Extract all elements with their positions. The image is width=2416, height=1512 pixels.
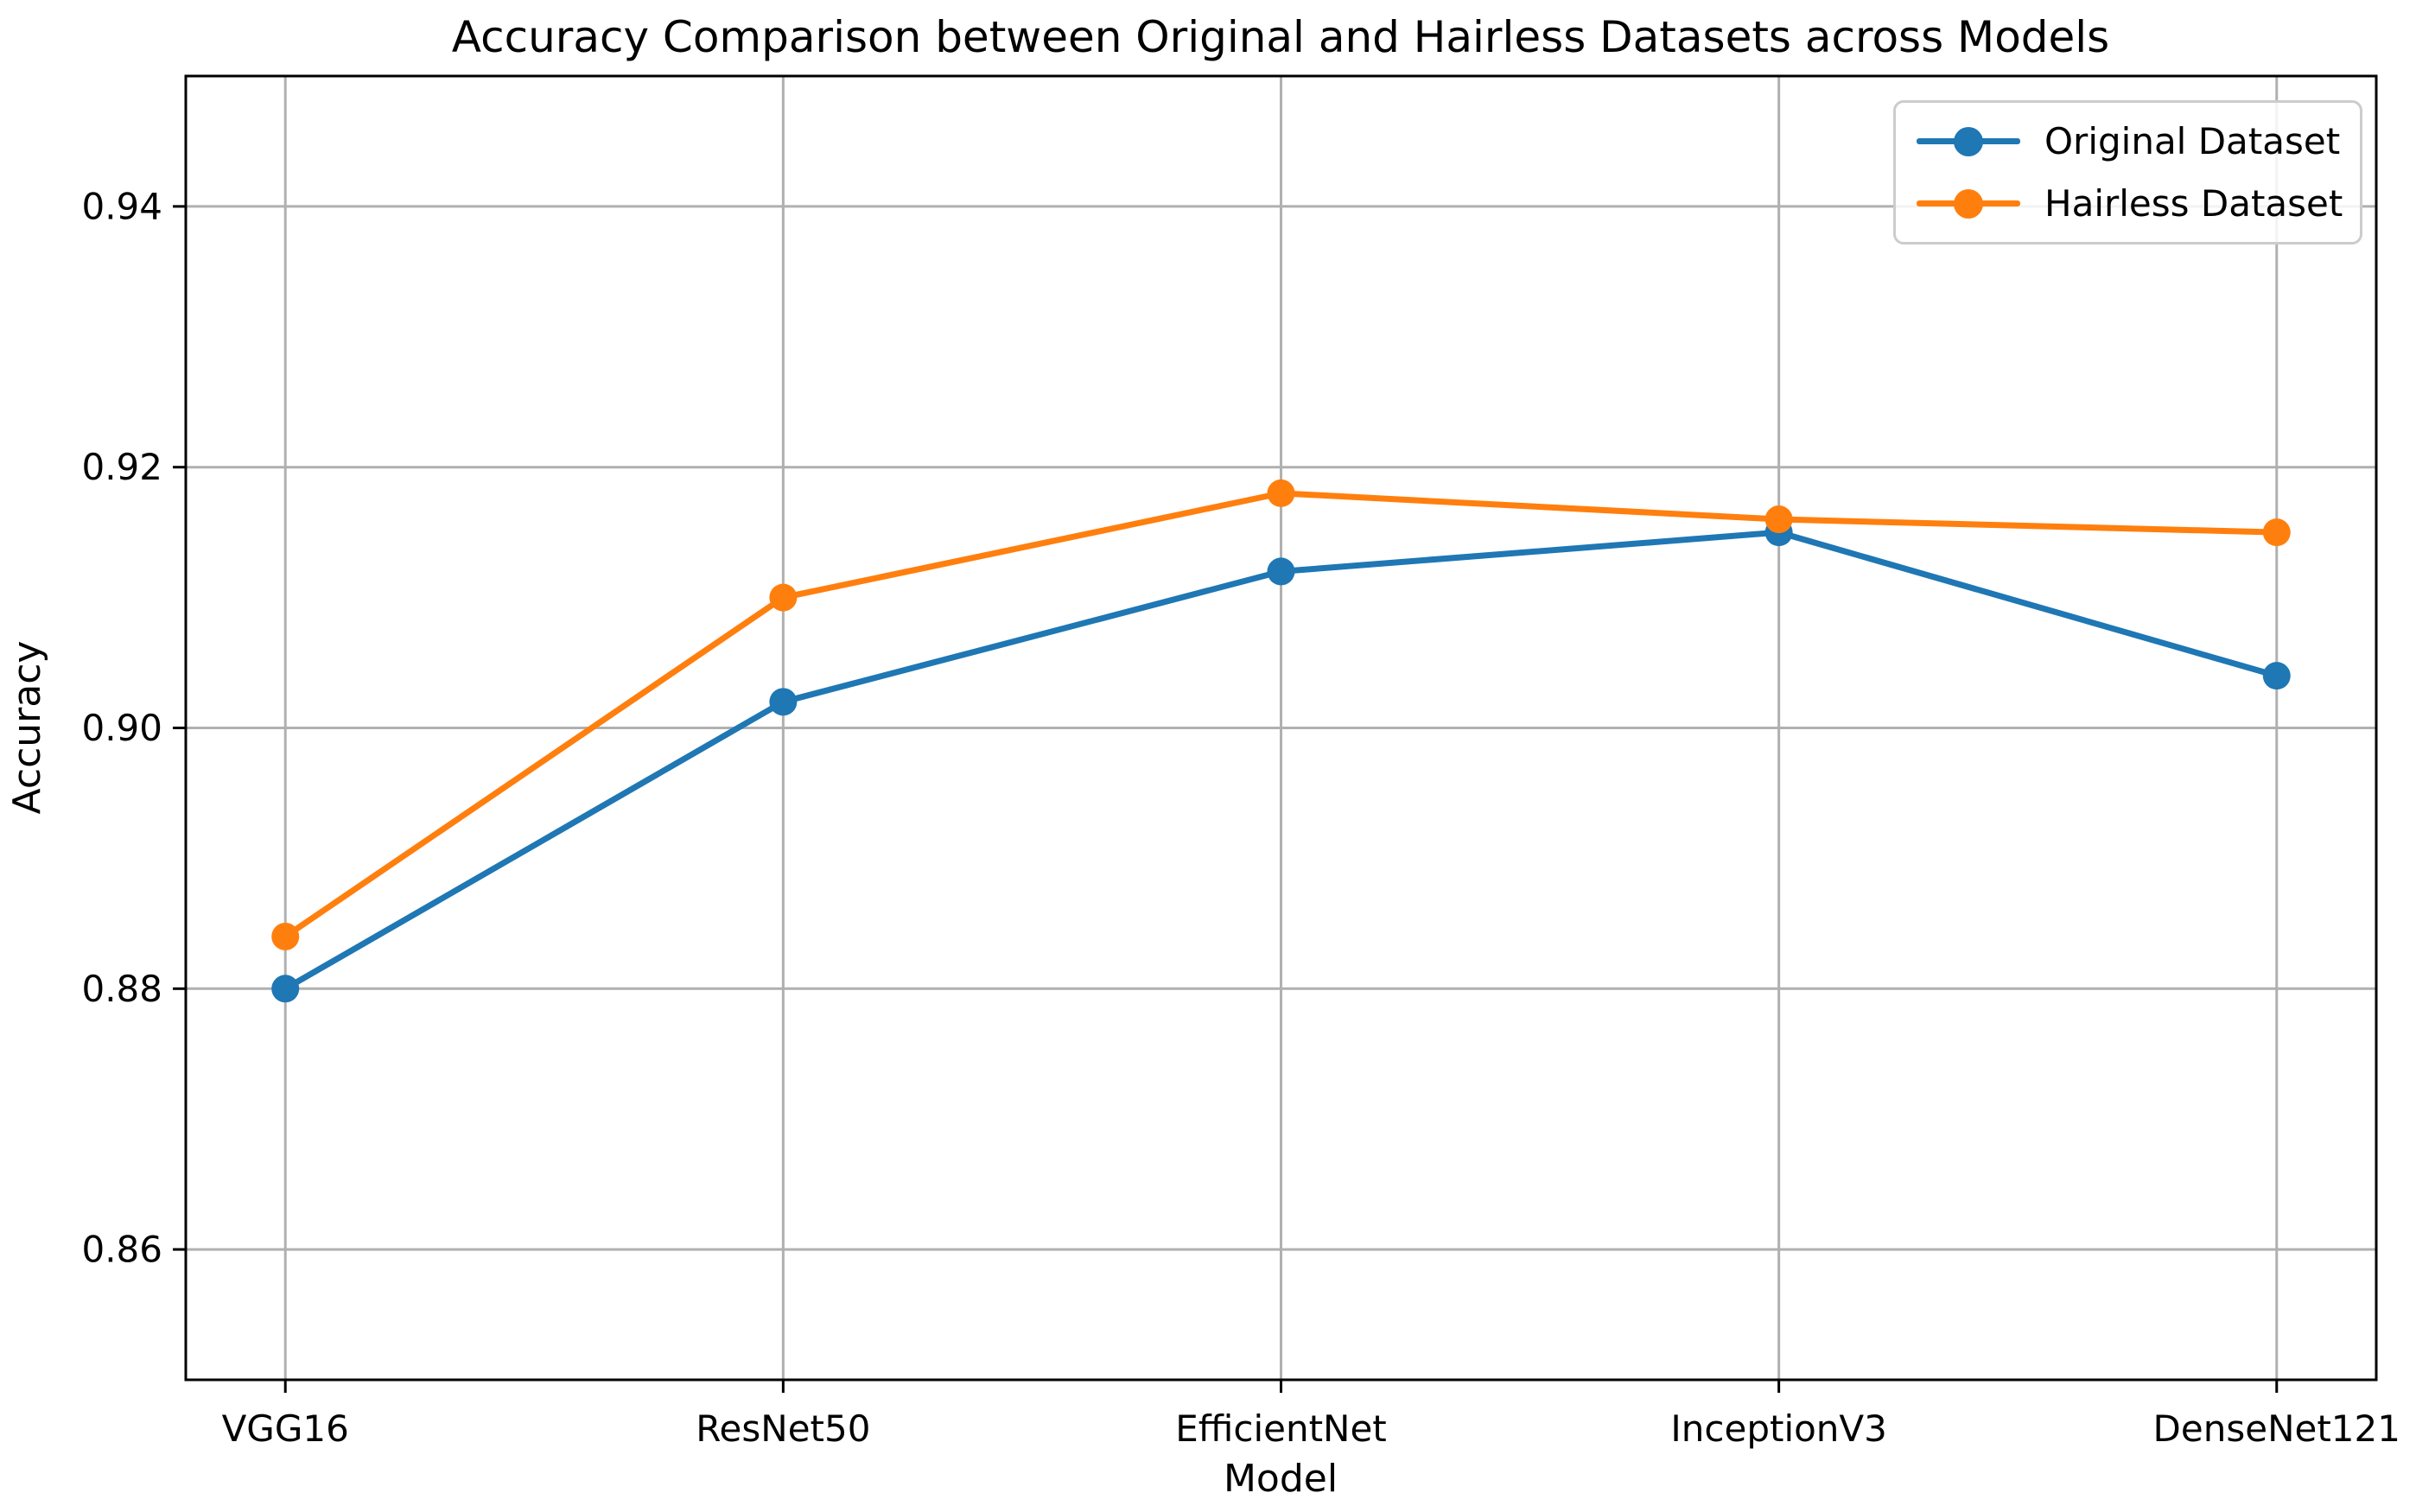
data-point-marker [769, 583, 798, 612]
series-hairless [271, 479, 2291, 950]
data-point-marker [2262, 518, 2291, 547]
data-point-marker [271, 975, 300, 1003]
axes-layer [173, 74, 2378, 1393]
x-tick-label: EfficientNet [1175, 1407, 1387, 1450]
y-tick-label: 0.94 [81, 185, 162, 227]
x-tick-label: VGG16 [222, 1407, 349, 1450]
legend-label: Hairless Dataset [2044, 181, 2343, 225]
chart-legend: Original Dataset Hairless Dataset [1893, 100, 2362, 245]
legend-label: Original Dataset [2044, 119, 2341, 162]
legend-marker-hairless [1917, 188, 2020, 219]
chart-title: Accuracy Comparison between Original and… [452, 12, 2109, 62]
data-point-marker [2262, 662, 2291, 690]
data-point-marker [769, 688, 798, 716]
x-axis-label: Model [1224, 1457, 1338, 1501]
series-layer [271, 479, 2291, 1003]
y-tick-label: 0.88 [81, 968, 162, 1010]
data-point-marker [1267, 557, 1295, 586]
y-axis-label: Accuracy [5, 641, 49, 815]
y-tick-label: 0.86 [81, 1229, 162, 1271]
x-tick-label: DenseNet121 [2153, 1407, 2400, 1450]
grid-layer [186, 76, 2376, 1380]
data-point-marker [271, 922, 300, 950]
legend-item: Hairless Dataset [1917, 179, 2343, 229]
tick-label-layer: 0.86 0.88 0.90 0.92 0.94 VGG16 ResNet50 Efficie… [81, 185, 2400, 1450]
legend-item: Original Dataset [1917, 117, 2341, 167]
x-tick-label: InceptionV3 [1670, 1407, 1887, 1450]
legend-dot-sample [1954, 188, 1983, 219]
series-original [271, 518, 2291, 1003]
data-point-marker [1764, 505, 1793, 534]
y-tick-label: 0.90 [81, 707, 162, 749]
data-point-marker [1267, 479, 1295, 507]
y-tick-label: 0.92 [81, 446, 162, 488]
legend-dot-sample [1954, 126, 1983, 156]
x-tick-label: ResNet50 [696, 1407, 870, 1450]
legend-marker-original [1917, 126, 2020, 156]
